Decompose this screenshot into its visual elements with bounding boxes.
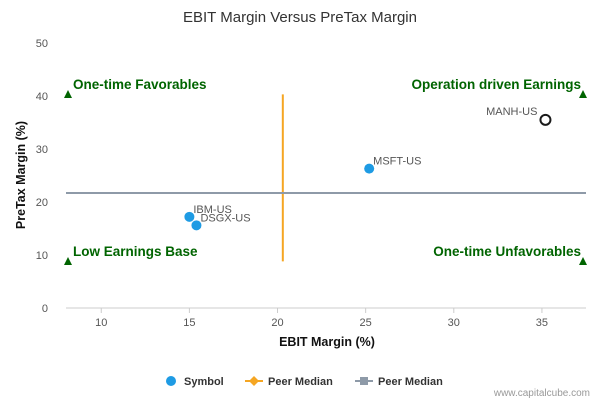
x-tick-label: 10 xyxy=(95,317,107,329)
legend-peer-median-horizontal-marker xyxy=(360,377,368,385)
quadrant-label-top-right: Operation driven Earnings xyxy=(411,77,581,92)
x-tick-label: 25 xyxy=(360,317,372,329)
data-label-manh-us: MANH-US xyxy=(486,106,537,118)
legend-peer-median-horizontal-label: Peer Median xyxy=(378,376,443,388)
data-label-dsgx-us: DSGX-US xyxy=(200,212,250,224)
x-tick-label: 35 xyxy=(536,317,548,329)
plot-area: 10 15 20 25 30 35 0 10 20 30 40 50 MANH-US MSFT-US I… xyxy=(36,38,587,329)
data-point-msft-us xyxy=(364,163,375,174)
data-point-dsgx-us xyxy=(191,220,202,231)
quadrant-marker-top-left-icon xyxy=(64,90,72,98)
legend-item-peer-median-vertical[interactable]: Peer Median xyxy=(245,376,333,388)
y-tick-label: 0 xyxy=(42,303,48,315)
legend: Symbol Peer Median Peer Median xyxy=(166,376,443,388)
x-axis: 10 15 20 25 30 35 xyxy=(66,307,586,329)
chart-title: EBIT Margin Versus PreTax Margin xyxy=(183,9,417,26)
data-point-manh-us xyxy=(539,113,552,126)
y-tick-label: 20 xyxy=(36,197,48,209)
legend-peer-median-vertical-marker xyxy=(249,376,259,386)
watermark: www.capitalcube.com xyxy=(493,388,590,399)
x-tick-label: 15 xyxy=(183,317,195,329)
quadrant-label-bottom-right: One-time Unfavorables xyxy=(433,244,581,259)
legend-item-peer-median-horizontal[interactable]: Peer Median xyxy=(355,376,443,388)
y-tick-label: 50 xyxy=(36,38,48,50)
data-point-ibm-us xyxy=(184,211,195,222)
quadrant-marker-bottom-right-icon xyxy=(579,257,587,265)
y-axis: 0 10 20 30 40 50 xyxy=(36,38,48,315)
quadrant-marker-bottom-left-icon xyxy=(64,257,72,265)
peer-median-lines xyxy=(66,94,586,262)
quadrant-label-bottom-left: Low Earnings Base xyxy=(73,244,198,259)
y-tick-label: 10 xyxy=(36,250,48,262)
y-tick-label: 40 xyxy=(36,91,48,103)
quadrant-markers xyxy=(64,90,587,265)
y-axis-label: PreTax Margin (%) xyxy=(14,121,28,229)
x-tick-label: 20 xyxy=(271,317,283,329)
data-label-msft-us: MSFT-US xyxy=(373,156,421,168)
legend-symbol-marker xyxy=(166,376,176,386)
x-axis-label: EBIT Margin (%) xyxy=(279,335,375,349)
x-tick-label: 30 xyxy=(448,317,460,329)
quadrant-marker-top-right-icon xyxy=(579,90,587,98)
quadrant-label-top-left: One-time Favorables xyxy=(73,77,207,92)
data-label-ibm-us: IBM-US xyxy=(193,204,232,216)
legend-peer-median-vertical-label: Peer Median xyxy=(268,376,333,388)
legend-item-symbol[interactable]: Symbol xyxy=(166,376,224,388)
y-tick-label: 30 xyxy=(36,144,48,156)
legend-symbol-label: Symbol xyxy=(184,376,224,388)
